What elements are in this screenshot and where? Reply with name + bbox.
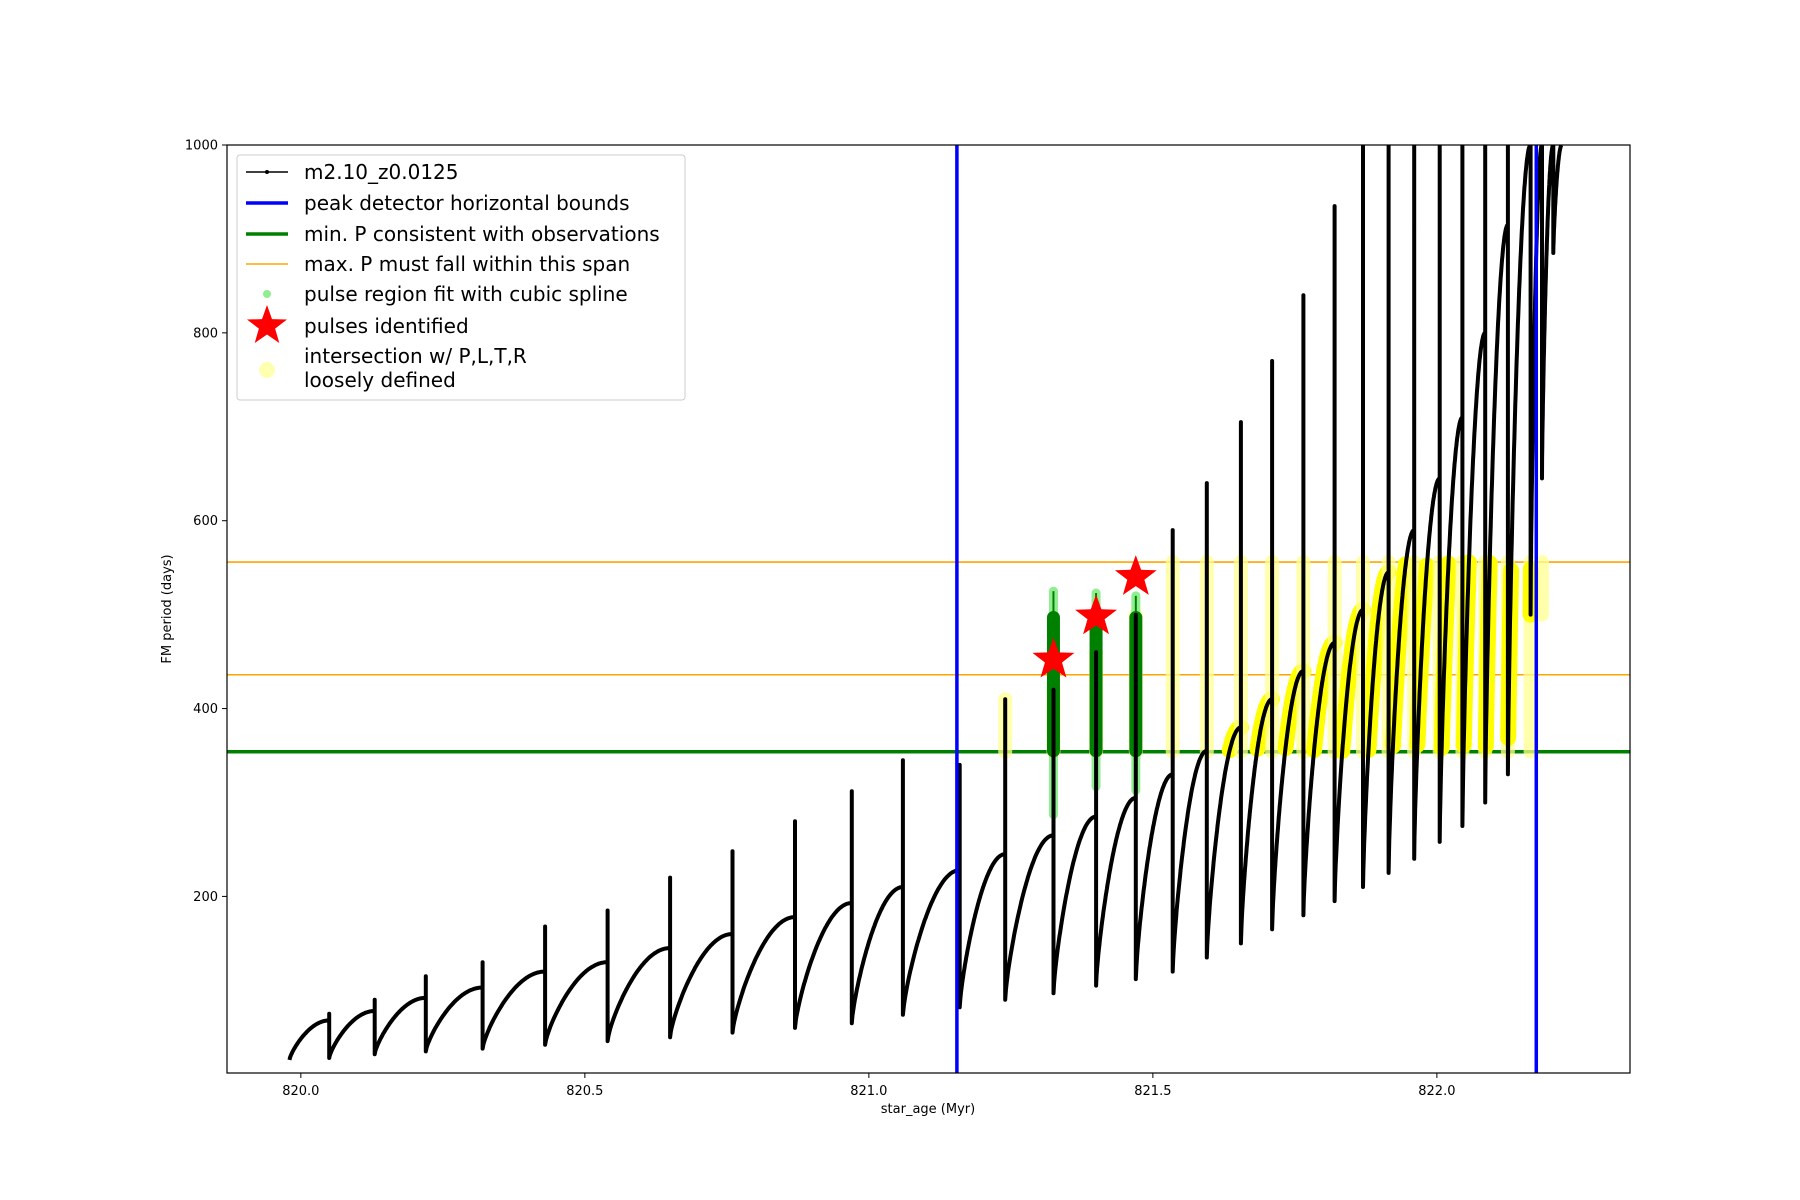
track-line (287, 145, 1564, 1061)
plot-content (227, 145, 1630, 1073)
x-tick-label-2: 820.5 (566, 1084, 603, 1099)
x-tick-label-1: 820.0 (282, 1084, 319, 1099)
track-layer (287, 145, 1564, 1061)
x-axis-label: star_age (Myr) (881, 1102, 975, 1117)
legend-maxp: max. P must fall within this span (246, 252, 630, 276)
pulse-stars-layer (1032, 555, 1157, 678)
legend-track-label: m2.10_z0.0125 (304, 160, 459, 184)
plot-frame (226, 144, 1631, 1074)
legend-pulses-label: pulses identified (304, 314, 469, 338)
pulse-star-2 (1075, 594, 1117, 635)
x-tick-label-3: 821.0 (850, 1084, 887, 1099)
legend-bounds: peak detector horizontal bounds (246, 191, 630, 215)
x-axis: 820.0 820.5 821.0 821.5 822.0 (282, 1073, 1455, 1099)
y-axis: 200 400 600 800 1000 (185, 139, 227, 905)
pulse-star-1 (1032, 637, 1075, 678)
legend-intersection-marker (259, 362, 275, 378)
bounds-layer (955, 145, 1539, 1073)
y-tick-label-1: 200 (193, 890, 218, 905)
legend-track-marker (265, 170, 269, 174)
y-tick-label-5: 1000 (185, 139, 218, 154)
y-tick-label-2: 400 (193, 702, 218, 717)
legend-minp: min. P consistent with observations (246, 222, 660, 246)
legend-pulse_region-marker (263, 290, 271, 298)
pulse-star-3 (1114, 555, 1157, 595)
legend-pulses-marker (247, 305, 287, 343)
legend-intersection-label-2: loosely defined (304, 368, 456, 392)
legend-frame (236, 154, 686, 401)
y-axis-label: FM period (days) (160, 554, 175, 663)
x-tick-label-4: 821.5 (1134, 1084, 1171, 1099)
legend-pulse_region-label: pulse region fit with cubic spline (304, 282, 628, 306)
x-tick-label-5: 822.0 (1418, 1084, 1455, 1099)
y-tick-label-4: 800 (193, 326, 218, 341)
legend-minp-label: min. P consistent with observations (304, 222, 660, 246)
legend-bounds-label: peak detector horizontal bounds (304, 191, 630, 215)
legend-intersection-label-1: intersection w/ P,L,T,R (304, 344, 527, 368)
legend-maxp-label: max. P must fall within this span (304, 252, 630, 276)
y-tick-label-3: 600 (193, 514, 218, 529)
legend-pulse_region: pulse region fit with cubic spline (263, 282, 628, 306)
legend-pulses: pulses identified (247, 305, 469, 343)
legend-track: m2.10_z0.0125 (246, 160, 459, 184)
